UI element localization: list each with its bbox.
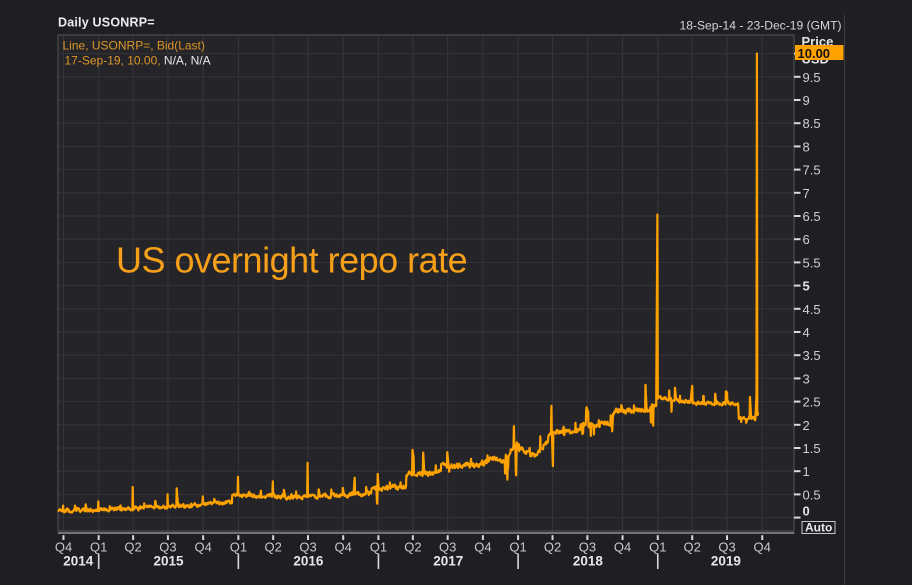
svg-text:2016: 2016 (293, 554, 324, 569)
svg-text:Q3: Q3 (439, 539, 456, 554)
svg-text:3.5: 3.5 (803, 348, 821, 363)
svg-text:Q2: Q2 (684, 539, 701, 554)
svg-text:Q2: Q2 (544, 539, 561, 554)
svg-text:Q4: Q4 (474, 539, 491, 554)
svg-text:Daily USONRP=: Daily USONRP= (58, 15, 155, 29)
svg-text:9.5: 9.5 (803, 70, 821, 85)
svg-text:0: 0 (803, 504, 810, 519)
svg-text:Q2: Q2 (265, 539, 282, 554)
svg-text:1.5: 1.5 (803, 441, 821, 456)
svg-text:Q1: Q1 (230, 539, 247, 554)
svg-text:5: 5 (803, 279, 810, 294)
svg-text:Q3: Q3 (718, 539, 735, 554)
svg-text:5.5: 5.5 (803, 255, 821, 270)
svg-text:18-Sep-14 - 23-Dec-19 (GMT): 18-Sep-14 - 23-Dec-19 (GMT) (680, 19, 842, 33)
svg-text:2015: 2015 (153, 554, 184, 569)
svg-text:4: 4 (803, 325, 810, 340)
svg-text:2.5: 2.5 (803, 395, 821, 410)
svg-text:Q2: Q2 (124, 539, 141, 554)
svg-text:Q1: Q1 (649, 539, 666, 554)
svg-text:Q2: Q2 (404, 539, 421, 554)
svg-text:Line, USONRP=, Bid(Last): Line, USONRP=, Bid(Last) (63, 39, 205, 53)
svg-text:Auto: Auto (805, 520, 832, 534)
svg-text:10.00: 10.00 (798, 46, 831, 61)
svg-text:9: 9 (803, 93, 810, 108)
svg-text:Q3: Q3 (579, 539, 596, 554)
svg-text:3: 3 (803, 371, 810, 386)
svg-text:2018: 2018 (573, 554, 604, 569)
svg-text:6: 6 (803, 232, 810, 247)
svg-text:Q4: Q4 (55, 539, 72, 554)
svg-text:Q4: Q4 (754, 539, 771, 554)
svg-text:Q3: Q3 (159, 539, 176, 554)
svg-text:8: 8 (803, 139, 810, 154)
svg-text:Q4: Q4 (335, 539, 352, 554)
svg-text:0.5: 0.5 (803, 487, 821, 502)
svg-text:2014: 2014 (63, 554, 94, 569)
svg-text:Q1: Q1 (509, 539, 526, 554)
svg-text:2: 2 (803, 418, 810, 433)
svg-text:Q4: Q4 (614, 539, 631, 554)
svg-text:2017: 2017 (433, 554, 463, 569)
svg-text:Q1: Q1 (370, 539, 387, 554)
svg-text:Q1: Q1 (90, 539, 107, 554)
svg-text:1: 1 (803, 464, 810, 479)
svg-text:6.5: 6.5 (803, 209, 821, 224)
svg-text:17-Sep-19, 10.00, N/A, N/A: 17-Sep-19, 10.00, N/A, N/A (65, 54, 211, 68)
svg-text:US overnight repo rate: US overnight repo rate (116, 240, 467, 281)
svg-text:4.5: 4.5 (803, 302, 821, 317)
svg-text:Q3: Q3 (299, 539, 316, 554)
svg-text:7: 7 (803, 186, 810, 201)
svg-text:2019: 2019 (711, 554, 741, 569)
svg-text:7.5: 7.5 (803, 163, 821, 178)
svg-text:8.5: 8.5 (803, 116, 821, 131)
svg-text:Q4: Q4 (195, 539, 212, 554)
